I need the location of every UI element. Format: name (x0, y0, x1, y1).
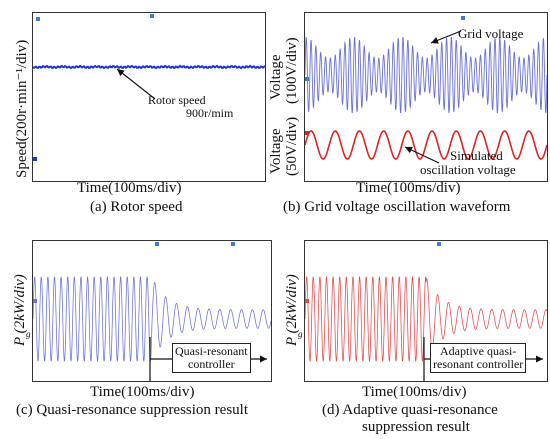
plot-a-annotation-2: 900r/mim (186, 106, 234, 120)
svg-d-interval-arrow-head (536, 355, 543, 363)
plot-c-caption: (c) Quasi-resonance suppression result (16, 402, 249, 418)
plot-d-caption-2: suppression result (362, 419, 470, 435)
svg-c-channel-marker (33, 299, 37, 303)
plot-b-annotation-2: Simulated (450, 148, 503, 163)
grid-voltage-arrow-head (431, 37, 439, 44)
plot-b-ylabel-1: Voltage (268, 54, 284, 100)
ground-marker (33, 157, 37, 161)
rotor-speed-line (33, 64, 265, 70)
trigger-marker (36, 17, 40, 21)
svg-c-interval-arrow-head (260, 355, 267, 363)
plot-b-annotation-3: oscillation voltage (420, 162, 516, 177)
svg-c-pg-line (33, 276, 271, 362)
plot-d-annotation-2: resonant controller (433, 357, 524, 371)
trigger-marker-top (150, 14, 154, 18)
trigger-marker-b (461, 16, 465, 20)
plot-d-annotation-box: Adaptive quasi- resonant controller (430, 343, 527, 373)
plot-b-ylabel-4: (50V/div) (284, 116, 300, 176)
plot-d-ylabel-sub: g (298, 329, 303, 339)
plot-a-ylabel: Speed(200r·min⁻¹/div) (14, 39, 30, 178)
plot-d-caption-1: (d) Adaptive quasi-resonance (322, 402, 498, 418)
plot-c-xlabel: Time(100ms/div) (90, 384, 195, 400)
plot-a-annotation-1: Rotor speed (148, 93, 206, 107)
channel2-marker (305, 131, 309, 135)
plot-b-caption: (b) Grid voltage oscillation waveform (283, 199, 511, 215)
svg-d-channel-marker (305, 299, 309, 303)
channel1-marker (305, 77, 309, 81)
plot-d-xlabel: Time(100ms/div) (362, 384, 467, 400)
plot-c-annotation-2: controller (188, 357, 235, 371)
plot-b (304, 12, 548, 182)
svg-d-pg-line (305, 275, 547, 363)
plot-a (32, 12, 266, 182)
plot-a-caption: (a) Rotor speed (90, 199, 183, 215)
plot-a-svg (33, 14, 265, 161)
plot-b-svg (305, 16, 547, 164)
plot-b-ylabel-3: Voltage (268, 128, 284, 174)
plot-c-ylabel-sub: g (26, 329, 31, 339)
plot-a-xlabel: Time(100ms/div) (77, 180, 182, 196)
trigger-marker-c (155, 242, 159, 246)
plot-d-annotation-1: Adaptive quasi- (440, 344, 517, 358)
simulated-oscillation-line (305, 130, 547, 160)
simulated-oscillation-arrow-head (405, 146, 413, 154)
plot-b-xlabel: Time(100ms/div) (356, 180, 461, 196)
rotor-speed-arrow-head (117, 69, 125, 77)
trigger-marker-c2 (231, 242, 235, 246)
rotor-speed-arrow-line (116, 68, 156, 100)
plot-b-annotation-1: Grid voltage (458, 26, 524, 41)
plot-b-ylabel-2: (100V/div) (284, 37, 300, 104)
grid-voltage-line (305, 37, 547, 113)
trigger-marker-d (437, 242, 441, 246)
plot-c-annotation-box: Quasi-resonant controller (172, 343, 251, 373)
plot-c-annotation-1: Quasi-resonant (175, 344, 248, 358)
